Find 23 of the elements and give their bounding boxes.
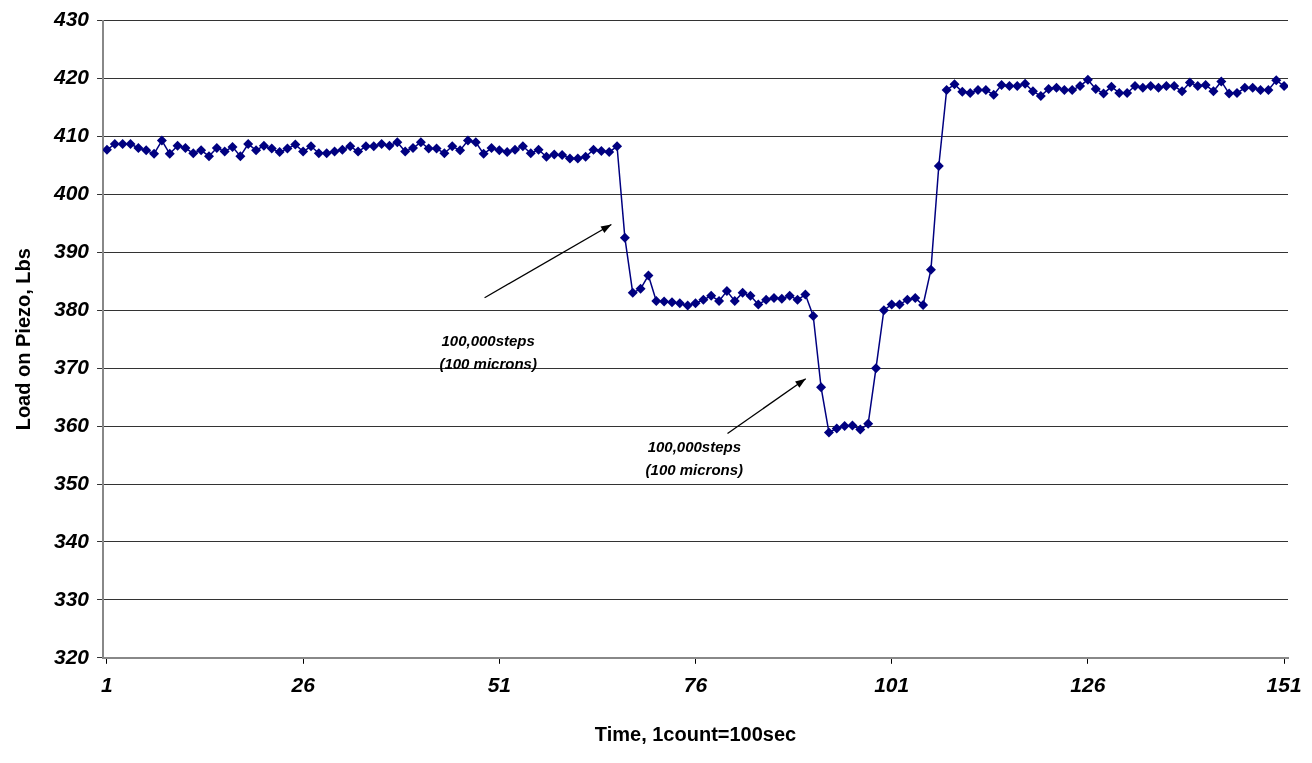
y-tick-label: 400 <box>52 181 90 205</box>
y-tick-label: 360 <box>53 412 90 436</box>
annotation: 100,000steps (100 microns) <box>439 332 537 373</box>
x-tick-label: 101 <box>874 673 910 697</box>
y-tick-label: 350 <box>53 470 90 494</box>
y-tick-label: 320 <box>53 644 90 668</box>
y-tick-label: 430 <box>52 7 90 31</box>
y-tick-label: 390 <box>53 239 90 263</box>
y-tick-label: 370 <box>53 354 90 378</box>
y-tick-label: 330 <box>53 586 90 610</box>
x-tick-label: 126 <box>1070 673 1106 697</box>
x-tick-label: 151 <box>1266 673 1302 697</box>
y-axis-title: Load on Piezo, Lbs <box>11 248 34 431</box>
y-tick-label: 380 <box>53 297 90 321</box>
y-tick-label: 410 <box>52 123 90 147</box>
y-tick-label: 420 <box>52 65 90 89</box>
x-tick-label: 26 <box>290 673 316 697</box>
x-tick-label: 51 <box>487 673 512 697</box>
x-tick-label: 1 <box>101 673 113 697</box>
y-tick-label: 340 <box>53 528 90 552</box>
x-axis-title: Time, 1count=100sec <box>594 722 797 745</box>
x-tick-label: 76 <box>683 673 708 697</box>
annotation: 100,000steps (100 microns) <box>645 438 744 479</box>
